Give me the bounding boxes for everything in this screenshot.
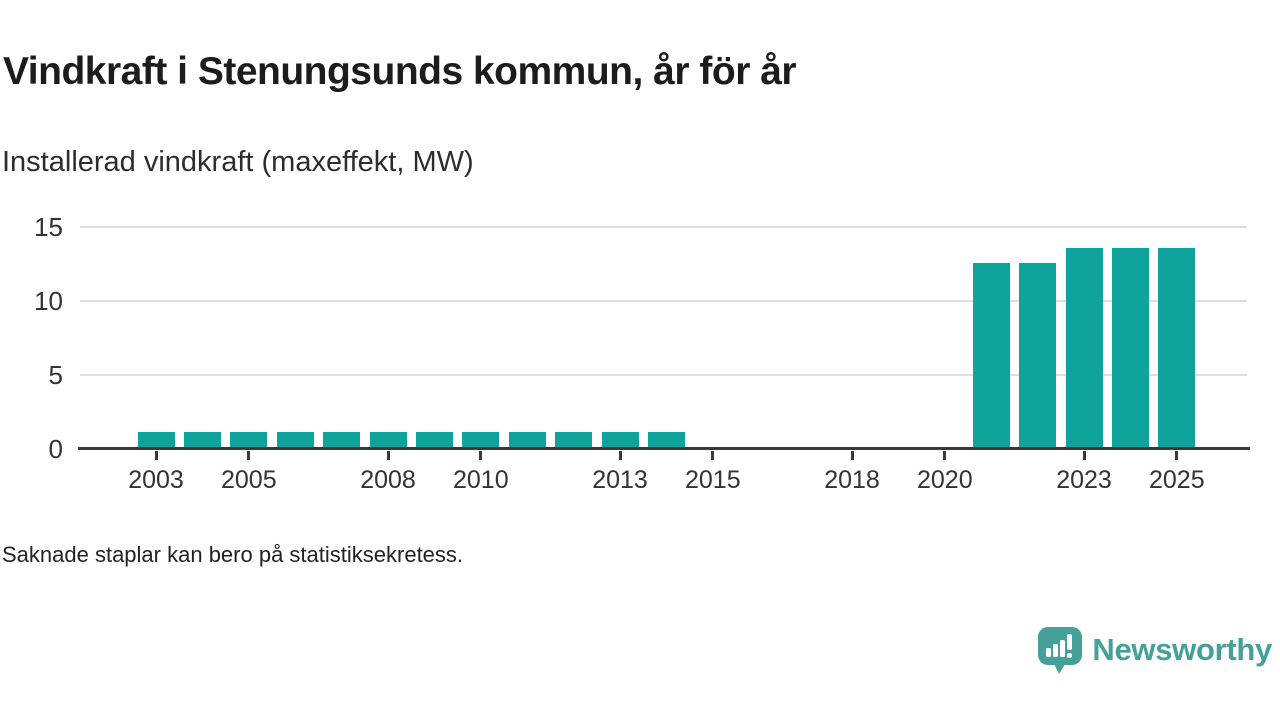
newsworthy-logo: Newsworthy [1037, 626, 1272, 674]
x-axis-label-2010: 2010 [452, 466, 509, 494]
plot-area [78, 226, 1250, 450]
x-tick-2010 [479, 451, 483, 460]
bar-2021 [972, 263, 1010, 448]
chart-title: Vindkraft i Stenungsunds kommun, år för … [3, 50, 797, 93]
bar-2006 [276, 432, 314, 448]
x-tick-2003 [154, 451, 158, 460]
x-axis-label-2008: 2008 [360, 466, 416, 494]
bar-2004 [183, 432, 221, 448]
bar-2013 [601, 432, 639, 448]
x-axis-label-2015: 2015 [684, 466, 741, 494]
y-axis-label-10: 10 [34, 286, 63, 316]
bar-2022 [1019, 263, 1057, 448]
gridline-10 [80, 300, 1247, 302]
bar-2010 [462, 432, 500, 448]
x-tick-2005 [247, 451, 251, 460]
x-axis-label-2020: 2020 [916, 466, 973, 494]
y-axis-label-5: 5 [48, 360, 63, 390]
gridline-5 [80, 374, 1247, 376]
bar-2014 [647, 432, 685, 448]
x-tick-2025 [1175, 451, 1179, 460]
y-axis-label-0: 0 [48, 434, 63, 464]
x-tick-2018 [850, 451, 854, 460]
x-axis-label-2005: 2005 [220, 466, 277, 494]
bar-2003 [137, 432, 175, 448]
bar-2005 [230, 432, 268, 448]
x-tick-2013 [618, 451, 622, 460]
chart-subtitle: Installerad vindkraft (maxeffekt, MW) [2, 146, 474, 178]
bar-2008 [369, 432, 407, 448]
bar-2012 [555, 432, 593, 448]
newsworthy-wordmark: Newsworthy [1092, 632, 1272, 667]
bar-2011 [508, 432, 546, 448]
y-axis-label-15: 15 [34, 212, 63, 242]
bar-2007 [323, 432, 361, 448]
gridline-15 [80, 226, 1247, 228]
x-axis-label-2018: 2018 [824, 466, 880, 494]
x-axis-label-2023: 2023 [1056, 466, 1112, 494]
x-tick-2023 [1082, 451, 1086, 460]
x-axis-label-2025: 2025 [1148, 466, 1205, 494]
x-tick-2008 [386, 451, 390, 460]
x-tick-2020 [943, 451, 947, 460]
footnote: Saknade staplar kan bero på statistiksek… [2, 542, 464, 567]
newsworthy-bubble-chart-icon [1038, 627, 1083, 674]
x-axis-label-2003: 2003 [128, 466, 184, 494]
x-axis-label-2013: 2013 [592, 466, 648, 494]
x-tick-2015 [711, 451, 715, 460]
bar-2023 [1065, 248, 1103, 448]
bar-2024 [1111, 248, 1149, 448]
bar-2025 [1158, 248, 1196, 448]
bar-2009 [415, 432, 453, 448]
x-axis-line [78, 447, 1250, 450]
